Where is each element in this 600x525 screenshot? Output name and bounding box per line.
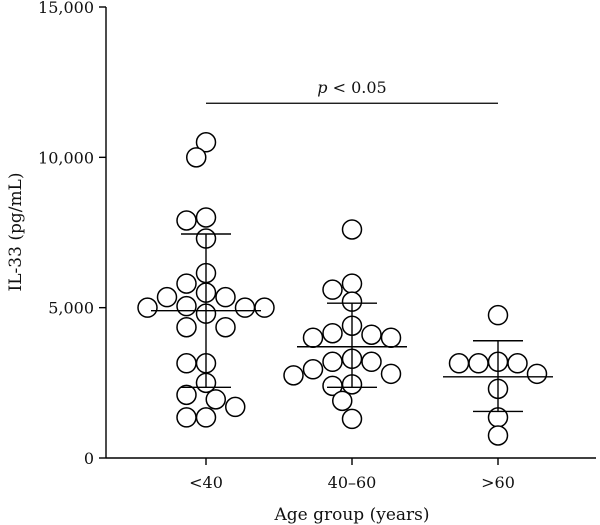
data-point [468,353,489,374]
data-point [215,316,236,338]
data-point [361,324,382,345]
data-point [380,363,402,385]
data-point [215,286,236,308]
data-point [380,327,402,348]
y-tick-label: 0 [84,449,94,468]
data-points [137,132,548,446]
data-point [195,207,217,228]
mean-sd-bars [151,233,553,413]
data-point [176,384,197,406]
data-point [302,359,324,380]
x-tick-label: >60 [481,473,515,492]
data-point [341,273,363,294]
significance-annotations: p < 0.05 [206,78,498,104]
data-point [156,286,178,308]
data-point [302,327,324,348]
data-point [361,351,382,373]
y-axis-title: IL-33 (pg/mL) [6,173,26,292]
data-point [332,390,353,412]
data-point [322,322,343,344]
data-point [234,297,256,318]
data-point [186,147,207,168]
data-point [254,297,275,318]
data-point [205,389,226,410]
data-point [176,316,197,338]
data-point [341,219,363,240]
data-point [225,396,246,418]
data-point [322,351,343,373]
y-tick-label: 15,000 [38,0,94,17]
data-point [137,297,158,318]
significance-label: p < 0.05 [317,78,386,97]
x-tick-label: <40 [189,473,223,492]
data-point [487,425,509,446]
data-point [322,375,343,397]
x-axis: <40 40–60 >60 Age group (years) [106,457,596,525]
data-point [322,279,343,300]
y-axis: 0 5,000 10,000 15,000 IL-33 (pg/mL) [6,0,107,468]
data-point [176,295,197,317]
data-point [195,132,217,153]
y-tick-label: 5,000 [48,299,94,318]
x-axis-title: Age group (years) [273,505,429,525]
y-tick-label: 10,000 [38,148,94,167]
data-point [176,273,197,294]
y-ticks: 0 5,000 10,000 15,000 [38,0,106,468]
group-points [283,219,402,430]
data-point [487,304,509,326]
data-point [507,353,528,374]
data-point [176,210,197,231]
x-ticks: <40 40–60 >60 [189,458,515,492]
data-point [283,365,304,386]
data-point [176,407,197,428]
x-tick-label: 40–60 [328,473,377,492]
data-point [195,407,217,428]
data-point [448,353,470,374]
data-point [176,353,197,374]
data-point [526,363,548,385]
data-point [341,408,363,430]
